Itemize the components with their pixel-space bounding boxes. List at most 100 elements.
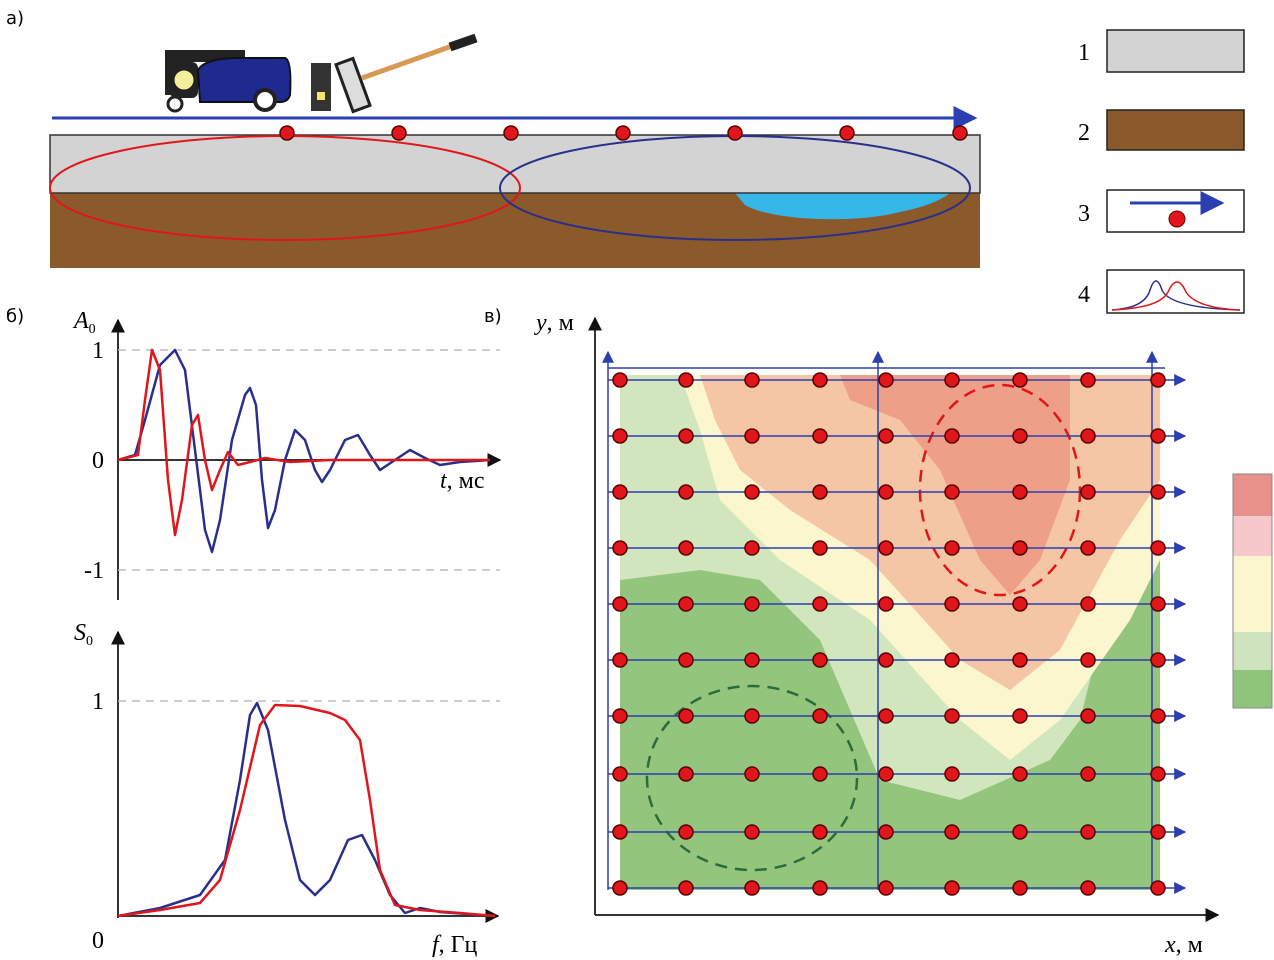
survey-point [1081,597,1095,611]
survey-point [879,373,893,387]
survey-point [613,881,627,895]
survey-point [1151,429,1165,443]
survey-point [745,373,759,387]
survey-point [813,541,827,555]
legend-number: 4 [1078,282,1090,308]
survey-point [1151,881,1165,895]
survey-point [745,541,759,555]
survey-point [1013,709,1027,723]
survey-point [745,881,759,895]
contour-map [620,375,1160,890]
survey-point [1081,881,1095,895]
panel-a: а) [6,8,980,268]
survey-point [613,429,627,443]
survey-point [616,126,630,140]
x-axis-label: f, Гц [432,932,478,958]
survey-point [679,485,693,499]
survey-point [679,709,693,723]
survey-point [879,541,893,555]
survey-point [1013,597,1027,611]
survey-point [879,767,893,781]
survey-point [392,126,406,140]
survey-point [1151,653,1165,667]
survey-point [613,767,627,781]
survey-point [879,485,893,499]
survey-point [745,767,759,781]
spectrum-curve [118,705,495,916]
legend: 1 2 3 4 [1078,30,1244,313]
hammer [336,38,476,112]
legend-number: 2 [1078,120,1090,146]
survey-point [1081,767,1095,781]
legend-number: 1 [1078,40,1090,66]
survey-point [613,825,627,839]
survey-point [745,429,759,443]
panel-b: б) A0 1 0 -1 t, мс S0 1 0 f, Гц [6,306,500,958]
survey-point [1151,485,1165,499]
survey-point [1013,767,1027,781]
survey-point [1081,825,1095,839]
tick-label: 0 [92,928,104,954]
survey-point [879,597,893,611]
survey-point [879,825,893,839]
survey-point [1013,485,1027,499]
survey-point [945,653,959,667]
survey-point [679,825,693,839]
tick-label: -1 [84,558,104,584]
survey-point [679,429,693,443]
survey-point [879,709,893,723]
survey-point [745,825,759,839]
figure: а) 1 2 3 [0,0,1274,960]
survey-point [613,541,627,555]
survey-point [1151,825,1165,839]
survey-point [1013,373,1027,387]
survey-point [1081,653,1095,667]
survey-point [613,709,627,723]
survey-point [840,126,854,140]
survey-point [728,126,742,140]
survey-point [953,126,967,140]
survey-point [504,126,518,140]
survey-point [679,767,693,781]
survey-point [1151,709,1165,723]
survey-point [813,767,827,781]
survey-point [1151,597,1165,611]
tick-label: 1 [92,338,104,364]
survey-point [813,653,827,667]
survey-point [945,541,959,555]
survey-point [813,597,827,611]
survey-point [813,429,827,443]
x-axis-label: t, мс [440,468,485,494]
survey-point [613,485,627,499]
survey-point [1151,541,1165,555]
survey-point [1081,485,1095,499]
survey-point [1081,541,1095,555]
survey-point [813,709,827,723]
road [50,135,980,193]
survey-point [945,485,959,499]
vehicle [165,50,290,111]
legend-swatch [1107,270,1244,313]
survey-point [945,709,959,723]
spectrum-curve [118,703,495,916]
legend-swatch [1107,110,1244,150]
survey-point [945,881,959,895]
survey-point [1013,825,1027,839]
x-axis-label: x, м [1164,932,1203,958]
survey-point [945,597,959,611]
tick-label: 0 [92,448,104,474]
color-scale [1233,474,1272,708]
y-axis-label: A0 [72,308,96,337]
survey-point [879,653,893,667]
survey-point [1013,881,1027,895]
y-axis-label: S0 [74,620,93,649]
survey-point [879,881,893,895]
survey-point [613,373,627,387]
survey-point [679,373,693,387]
survey-point [745,597,759,611]
survey-point [1013,429,1027,443]
survey-point [879,429,893,443]
survey-point [613,597,627,611]
survey-point [679,597,693,611]
survey-point [945,429,959,443]
